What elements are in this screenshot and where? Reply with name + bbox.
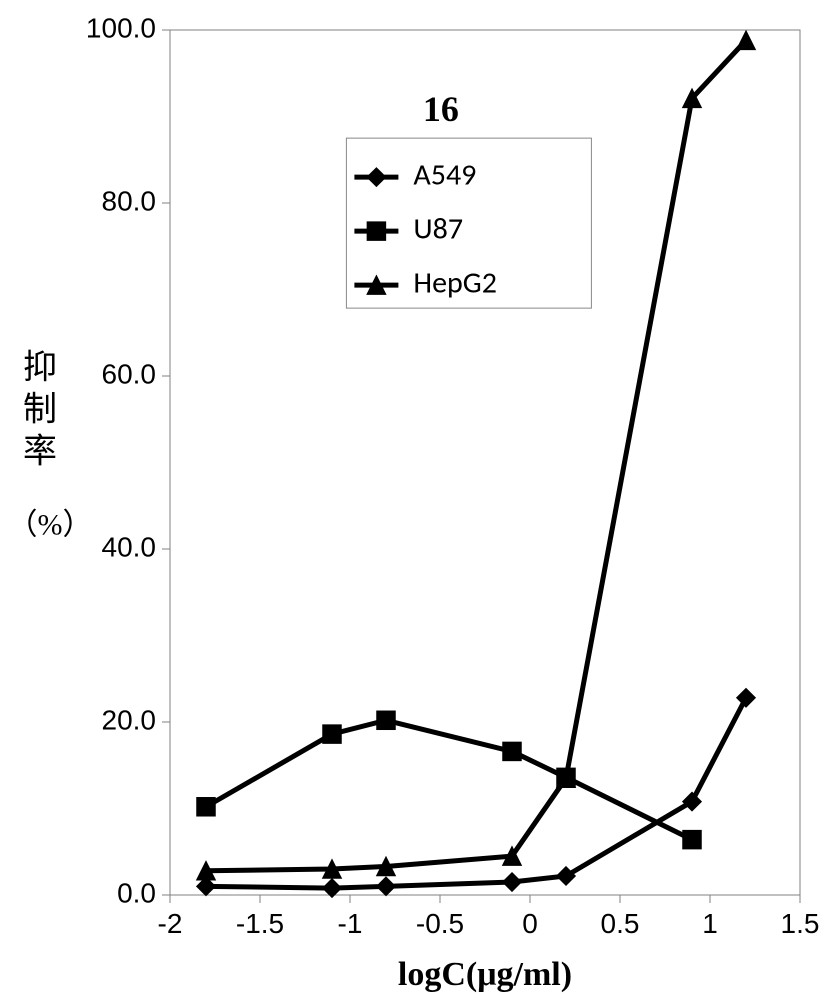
x-axis-title: logC(μg/ml) bbox=[398, 956, 572, 993]
y-tick-label: 40.0 bbox=[102, 531, 157, 562]
x-tick-label: -2 bbox=[158, 908, 183, 939]
data-marker bbox=[737, 689, 755, 707]
data-marker bbox=[503, 873, 521, 891]
data-marker bbox=[503, 742, 521, 760]
data-marker bbox=[323, 725, 341, 743]
y-axis-title-char: 制 bbox=[23, 392, 57, 429]
y-tick-label: 20.0 bbox=[102, 704, 157, 735]
chart-title: 16 bbox=[423, 89, 459, 129]
y-tick-label: 60.0 bbox=[102, 358, 157, 389]
y-tick-label: 80.0 bbox=[102, 185, 157, 216]
x-tick-label: -0.5 bbox=[416, 908, 464, 939]
x-tick-label: -1 bbox=[338, 908, 363, 939]
data-marker bbox=[683, 831, 701, 849]
x-tick-label: 0.5 bbox=[601, 908, 640, 939]
data-marker bbox=[377, 877, 395, 895]
x-tick-label: -1.5 bbox=[236, 908, 284, 939]
y-tick-label: 0.0 bbox=[117, 877, 156, 908]
y-axis-title-char: 抑 bbox=[23, 349, 57, 387]
x-tick-label: 1.5 bbox=[781, 908, 820, 939]
chart-svg: 0.0 20.0 40.0 60.0 80.0 100.0 -2 -1.5 -1 -0.5 0 0.5… bbox=[0, 0, 830, 1000]
legend-label: A549 bbox=[413, 156, 476, 193]
legend-label: U87 bbox=[413, 210, 463, 247]
legend-label: HepG2 bbox=[413, 264, 497, 301]
data-marker bbox=[377, 711, 395, 729]
y-tick-label: 100.0 bbox=[86, 12, 156, 43]
data-marker bbox=[197, 798, 215, 816]
chart-container: 0.0 20.0 40.0 60.0 80.0 100.0 -2 -1.5 -1 -0.5 0 0.5… bbox=[0, 0, 830, 1000]
series-line-u87 bbox=[206, 720, 692, 839]
x-tick-label: 1 bbox=[702, 908, 718, 939]
y-axis-title-char: 率 bbox=[23, 433, 57, 471]
x-tick-label: 0 bbox=[522, 908, 538, 939]
data-marker bbox=[367, 222, 385, 240]
data-marker bbox=[737, 31, 755, 49]
y-axis-unit: （%） bbox=[8, 509, 93, 542]
data-marker bbox=[323, 879, 341, 897]
